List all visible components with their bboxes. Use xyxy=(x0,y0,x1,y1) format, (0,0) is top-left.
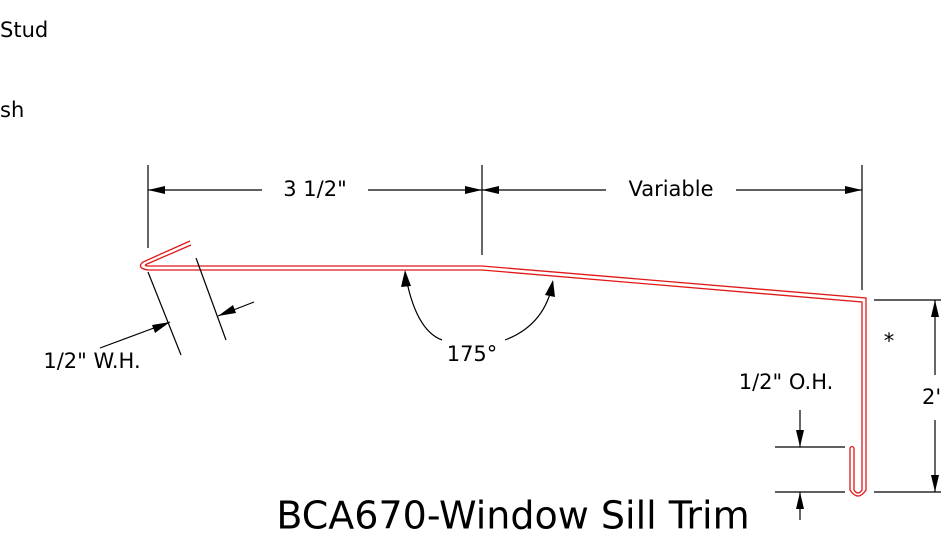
label-hem-right: 1/2" O.H. xyxy=(739,370,834,394)
label-finish: sh xyxy=(0,98,24,122)
label-stud: Stud xyxy=(0,18,48,42)
label-height: 2" xyxy=(922,385,941,409)
label-note: * xyxy=(884,329,895,353)
label-hem-left: 1/2" W.H. xyxy=(43,349,140,373)
oh-dimension xyxy=(775,410,845,520)
wh-dimension xyxy=(99,257,255,356)
label-angle: 175° xyxy=(447,342,498,366)
angle-dimension xyxy=(401,270,555,341)
profile xyxy=(139,240,867,497)
top-dimensions xyxy=(147,165,863,290)
height-dimension xyxy=(874,299,941,493)
label-left-width: 3 1/2" xyxy=(283,177,347,201)
label-right-width: Variable xyxy=(628,177,713,201)
title: BCA670-Window Sill Trim xyxy=(276,494,749,538)
